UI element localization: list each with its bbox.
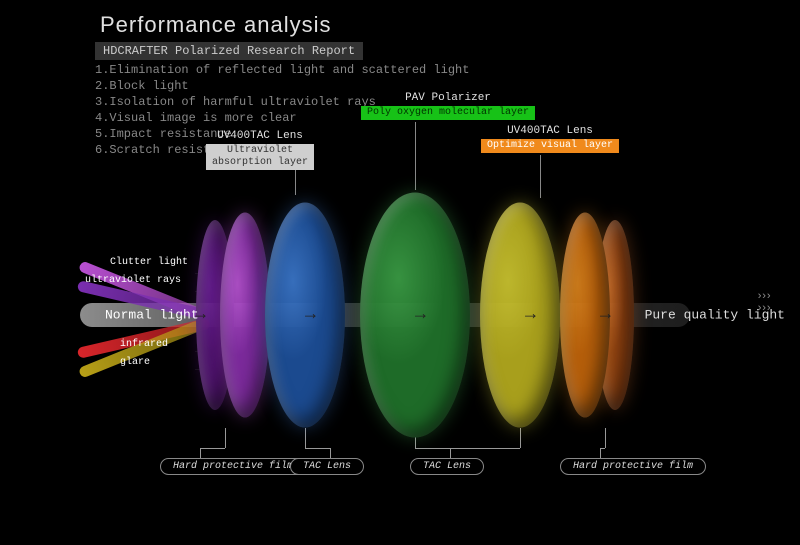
page-title: Performance analysis (100, 12, 332, 38)
callout-line (540, 155, 541, 198)
connector-line (305, 428, 306, 448)
lens-layer (480, 203, 560, 428)
connector-line (225, 428, 226, 448)
lens-callout-title: UV400TAC Lens (206, 130, 314, 142)
output-light-label: Pure quality light (645, 308, 785, 323)
lens-callout: UV400TAC Lens Ultraviolet absorption laye… (206, 130, 314, 170)
lens-bottom-label: TAC Lens (290, 458, 364, 475)
feature-item: 1.Elimination of reflected light and sca… (95, 62, 469, 78)
connector-line (605, 428, 606, 448)
lens-diagram: Normal light Pure quality light ›››››› C… (0, 170, 800, 460)
connector-line (600, 448, 605, 449)
light-ray-label: ultraviolet rays (85, 275, 181, 286)
callout-line (415, 122, 416, 190)
lens-callout-tag: Ultraviolet absorption layer (206, 144, 314, 170)
lens-bottom-label: TAC Lens (410, 458, 484, 475)
light-ray-label: Clutter light (110, 257, 188, 268)
normal-light-label: Normal light (105, 308, 199, 323)
flow-arrow-icon: → (415, 305, 426, 325)
lens-callout-tag: Poly oxygen molecular layer (361, 106, 535, 120)
lens-layer (220, 213, 270, 418)
lens-callout-title: UV400TAC Lens (481, 125, 619, 137)
lens-callout: UV400TAC Lens Optimize visual layer (481, 125, 619, 153)
lens-bottom-label: Hard protective film (560, 458, 706, 475)
lens-callout-tag: Optimize visual layer (481, 139, 619, 153)
connector-line (450, 448, 520, 449)
lens-callout: PAV Polarizer Poly oxygen molecular layer (361, 92, 535, 120)
connector-line (305, 448, 330, 449)
lens-bottom-label: Hard protective film (160, 458, 306, 475)
light-ray-label: infrared (120, 339, 168, 350)
lens-callout-title: PAV Polarizer (361, 92, 535, 104)
flow-arrow-icon: → (525, 305, 536, 325)
light-ray-label: glare (120, 357, 150, 368)
subtitle-banner: HDCRAFTER Polarized Research Report (95, 42, 363, 60)
flow-arrow-icon: → (305, 305, 316, 325)
connector-line (200, 448, 225, 449)
connector-line (520, 428, 521, 448)
flow-arrow-icon: → (600, 305, 611, 325)
